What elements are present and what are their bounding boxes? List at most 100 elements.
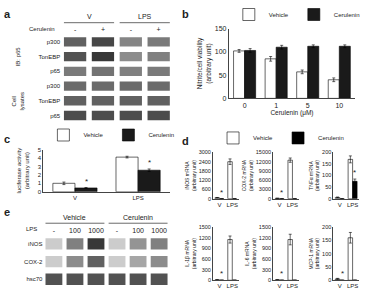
svg-text:1: 1	[38, 180, 42, 186]
svg-text:LPS: LPS	[347, 202, 358, 208]
svg-text:100: 100	[215, 48, 227, 55]
svg-text:hsc70: hsc70	[26, 276, 43, 282]
svg-text:V: V	[338, 283, 342, 289]
svg-text:p300: p300	[47, 39, 61, 45]
svg-text:1500: 1500	[259, 224, 271, 230]
svg-text:50: 50	[325, 184, 331, 190]
svg-text:LPS: LPS	[132, 195, 143, 201]
svg-text:-: -	[116, 227, 119, 234]
svg-text:TNFα mRNA(arbitrary unit): TNFα mRNA(arbitrary unit)	[308, 160, 321, 191]
svg-text:V: V	[217, 283, 221, 289]
svg-text:1200: 1200	[199, 177, 211, 183]
svg-text:iNOS mRNA(arbitrary unit): iNOS mRNA(arbitrary unit)	[184, 160, 197, 191]
svg-text:e: e	[4, 206, 10, 218]
svg-text:Vehicle: Vehicle	[83, 132, 103, 138]
svg-text:+: +	[157, 26, 161, 33]
svg-text:1500: 1500	[199, 224, 211, 230]
svg-text:Cerulenin: Cerulenin	[123, 214, 153, 221]
svg-text:*: *	[341, 269, 344, 278]
svg-text:150: 150	[322, 161, 331, 167]
svg-text:50: 50	[325, 264, 331, 270]
svg-text:LPS: LPS	[287, 283, 298, 289]
svg-text:600: 600	[202, 186, 211, 192]
svg-text:LPS: LPS	[287, 202, 298, 208]
svg-text:600: 600	[262, 256, 271, 262]
svg-text:0: 0	[328, 196, 331, 202]
svg-text:LPS: LPS	[227, 202, 238, 208]
svg-text:Cerulenin: Cerulenin	[334, 12, 360, 18]
svg-text:LPS: LPS	[227, 283, 238, 289]
svg-text:200: 200	[322, 224, 331, 230]
svg-text:100: 100	[132, 227, 144, 234]
svg-text:V: V	[278, 202, 282, 208]
svg-text:1000: 1000	[151, 227, 167, 234]
svg-text:0: 0	[223, 95, 227, 102]
svg-text:-: -	[74, 26, 77, 33]
svg-text:0: 0	[243, 102, 247, 109]
svg-text:0: 0	[38, 189, 42, 195]
svg-text:Cerulenin: Cerulenin	[318, 135, 344, 141]
svg-text:Celllysates: Celllysates	[11, 92, 25, 111]
svg-text:b: b	[182, 8, 189, 20]
svg-text:COX-2 mRNA(arbitrary unit): COX-2 mRNA(arbitrary unit)	[241, 159, 254, 191]
svg-text:6000: 6000	[259, 177, 271, 183]
svg-text:*: *	[353, 168, 356, 177]
svg-text:Cerulenin: Cerulenin	[29, 26, 55, 32]
svg-text:5: 5	[306, 102, 310, 109]
svg-text:V: V	[73, 195, 77, 201]
svg-text:15000: 15000	[256, 149, 271, 155]
svg-text:*: *	[280, 269, 283, 278]
svg-text:1: 1	[274, 102, 278, 109]
svg-text:IB: p65: IB: p65	[15, 47, 21, 67]
svg-text:Vehicle: Vehicle	[269, 12, 289, 18]
svg-text:0: 0	[208, 196, 211, 202]
svg-text:V: V	[87, 13, 92, 20]
svg-text:LPS: LPS	[26, 226, 37, 232]
svg-text:3: 3	[38, 164, 42, 170]
svg-text:IL-6 mRNA(arbitrary unit): IL-6 mRNA(arbitrary unit)	[244, 238, 256, 269]
svg-text:1000: 1000	[88, 227, 104, 234]
svg-text:100: 100	[322, 251, 331, 257]
svg-text:LPS: LPS	[138, 13, 152, 20]
svg-text:12000: 12000	[256, 159, 271, 165]
svg-text:p65: p65	[50, 68, 61, 74]
svg-text:Vehicle: Vehicle	[253, 135, 273, 141]
svg-text:9000: 9000	[259, 168, 271, 174]
svg-text:100: 100	[322, 172, 331, 178]
svg-text:300: 300	[262, 267, 271, 273]
svg-text:1200: 1200	[199, 235, 211, 241]
svg-text:4: 4	[38, 155, 42, 161]
svg-text:V: V	[338, 202, 342, 208]
svg-text:a: a	[4, 8, 11, 20]
svg-text:-: -	[53, 227, 56, 234]
svg-text:0: 0	[208, 277, 211, 283]
svg-text:5: 5	[38, 147, 42, 153]
svg-text:Vehicle: Vehicle	[63, 214, 86, 221]
svg-text:*: *	[85, 177, 88, 186]
svg-text:luciferase activity(arbitrary: luciferase activity(arbitrary unit)	[16, 148, 30, 194]
svg-text:3000: 3000	[199, 149, 211, 155]
svg-text:0: 0	[328, 277, 331, 283]
svg-text:LPS: LPS	[347, 283, 358, 289]
svg-text:+: +	[101, 26, 105, 33]
svg-text:0: 0	[268, 196, 271, 202]
svg-text:50: 50	[219, 72, 227, 79]
svg-text:iNOS: iNOS	[28, 241, 42, 247]
svg-text:c: c	[4, 133, 10, 145]
svg-text:1200: 1200	[259, 235, 271, 241]
svg-text:-: -	[130, 26, 133, 33]
svg-text:p300: p300	[47, 83, 61, 89]
svg-text:150: 150	[215, 25, 227, 32]
svg-text:COX-2: COX-2	[24, 259, 43, 265]
svg-text:200: 200	[322, 149, 331, 155]
svg-text:TonEBP: TonEBP	[38, 54, 60, 60]
svg-text:2400: 2400	[199, 159, 211, 165]
svg-text:p65: p65	[50, 113, 61, 119]
svg-text:900: 900	[202, 245, 211, 251]
svg-text:Cerulenin: Cerulenin	[148, 132, 174, 138]
svg-text:900: 900	[262, 245, 271, 251]
svg-text:MCP-1 mRNA(arbitrary unit): MCP-1 mRNA(arbitrary unit)	[308, 237, 321, 269]
svg-text:V: V	[217, 202, 221, 208]
svg-text:600: 600	[202, 256, 211, 262]
svg-text:10: 10	[335, 102, 343, 109]
